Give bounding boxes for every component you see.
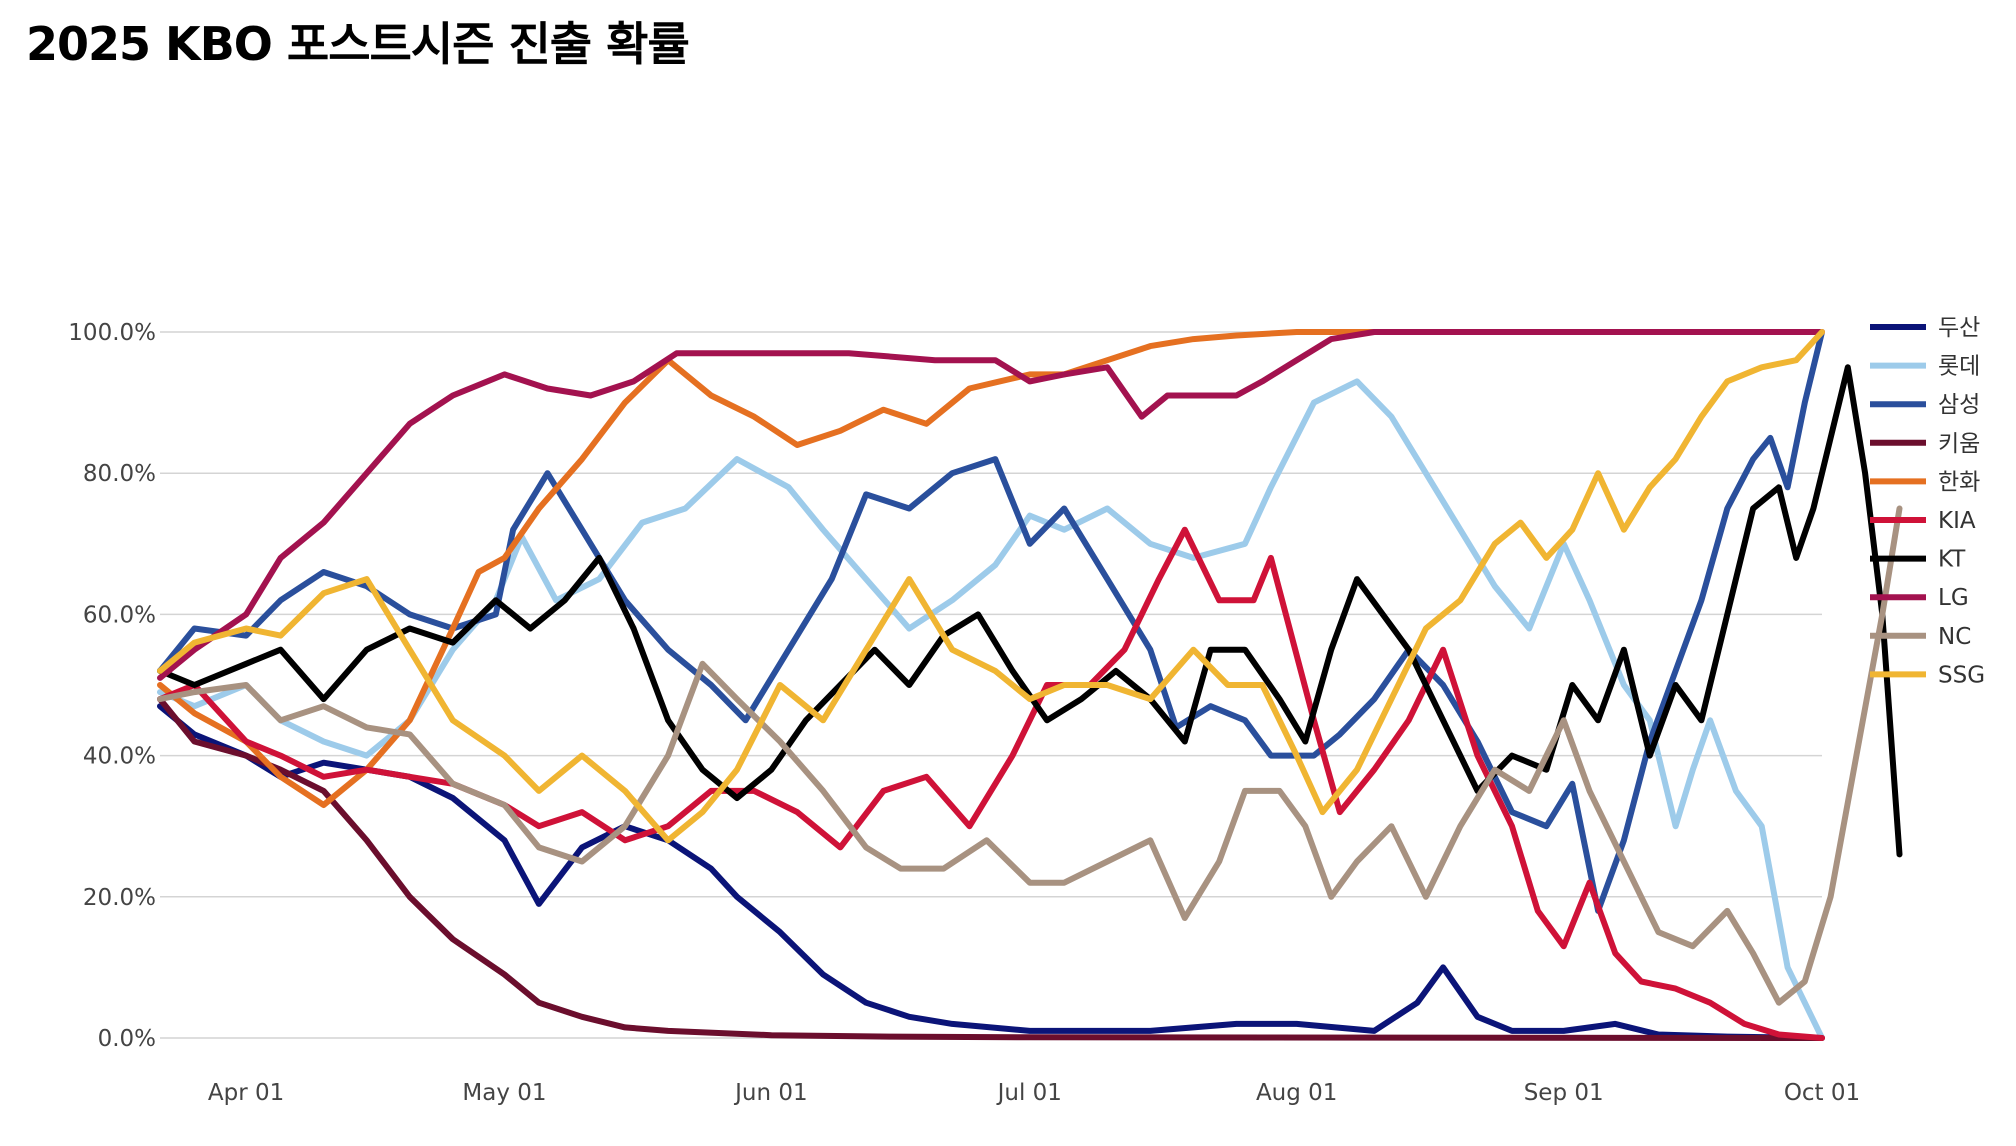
series-line — [157, 378, 1825, 1041]
y-tick-label: 40.0% — [83, 744, 156, 770]
series-line — [157, 364, 1903, 858]
x-tick-label: Jun 01 — [733, 1080, 808, 1106]
x-tick-label: Sep 01 — [1524, 1080, 1604, 1106]
chart-title: 2025 KBO 포스트시즌 진출 확률 — [26, 17, 690, 71]
legend-label: LG — [1938, 585, 1969, 611]
legend-label: KT — [1938, 547, 1966, 573]
legend-label: NC — [1938, 624, 1971, 650]
series-line — [157, 329, 1825, 808]
y-tick-label: 100.0% — [68, 320, 156, 346]
series-line — [157, 329, 1825, 681]
y-tick-label: 80.0% — [83, 461, 156, 487]
y-axis: 0.0% 20.0% 40.0% 60.0% 80.0% 100.0% — [68, 320, 156, 1052]
x-tick-label: Aug 01 — [1256, 1080, 1338, 1106]
series-line — [157, 329, 1825, 844]
x-axis: Apr 01 May 01 Jun 01 Jul 01 Aug 01 Sep 01 Oct … — [208, 1080, 1860, 1106]
series-line — [157, 329, 1825, 914]
x-tick-label: Apr 01 — [208, 1080, 284, 1106]
x-tick-label: May 01 — [462, 1080, 546, 1106]
series-line — [157, 505, 1903, 1006]
legend-label: 키움 — [1938, 431, 1980, 457]
y-tick-label: 20.0% — [83, 885, 156, 911]
legend-label: 롯데 — [1938, 354, 1980, 380]
x-tick-label: Jul 01 — [996, 1080, 1062, 1106]
legend-label: 두산 — [1938, 315, 1980, 341]
x-tick-label: Oct 01 — [1784, 1080, 1860, 1106]
legend-label: SSG — [1938, 662, 1985, 688]
y-tick-label: 60.0% — [83, 602, 156, 628]
y-tick-label: 0.0% — [98, 1026, 156, 1052]
legend-label: 한화 — [1938, 469, 1980, 495]
series-lines — [157, 329, 1903, 1041]
legend-label: KIA — [1938, 508, 1976, 534]
legend-label: 삼성 — [1938, 392, 1980, 418]
